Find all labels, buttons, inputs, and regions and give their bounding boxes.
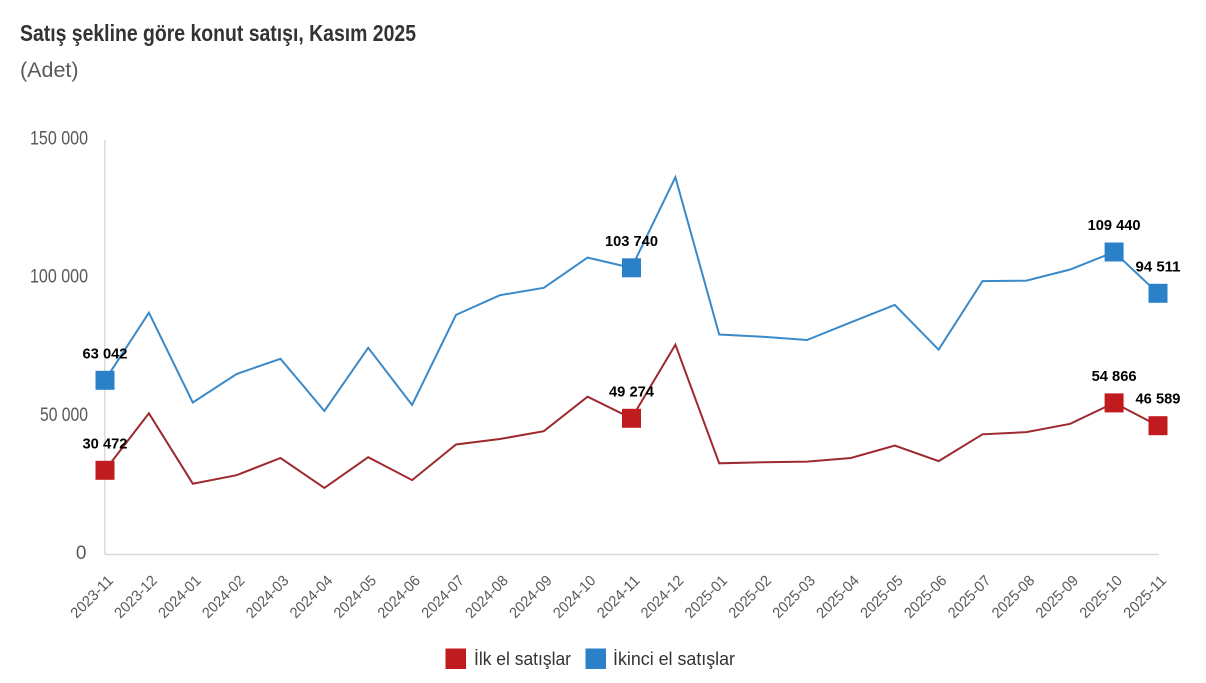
svg-text:94 511: 94 511 [1136,258,1181,275]
svg-text:46 589: 46 589 [1136,391,1181,408]
svg-text:150 000: 150 000 [30,128,88,149]
svg-text:Satış şekline göre konut satış: Satış şekline göre konut satışı, Kasım 2… [20,20,416,46]
svg-text:103 740: 103 740 [605,233,658,250]
svg-text:(Adet): (Adet) [20,58,79,82]
svg-text:54 866: 54 866 [1092,368,1137,385]
svg-text:0: 0 [76,543,87,564]
svg-text:63 042: 63 042 [83,345,128,362]
svg-text:49 274: 49 274 [609,383,655,400]
svg-text:100 000: 100 000 [30,267,88,288]
svg-text:İkinci el satışlar: İkinci el satışlar [613,649,735,669]
svg-text:109 440: 109 440 [1088,217,1141,234]
svg-text:İlk el satışlar: İlk el satışlar [474,649,571,669]
svg-text:30 472: 30 472 [83,435,128,452]
svg-text:50 000: 50 000 [40,405,88,426]
